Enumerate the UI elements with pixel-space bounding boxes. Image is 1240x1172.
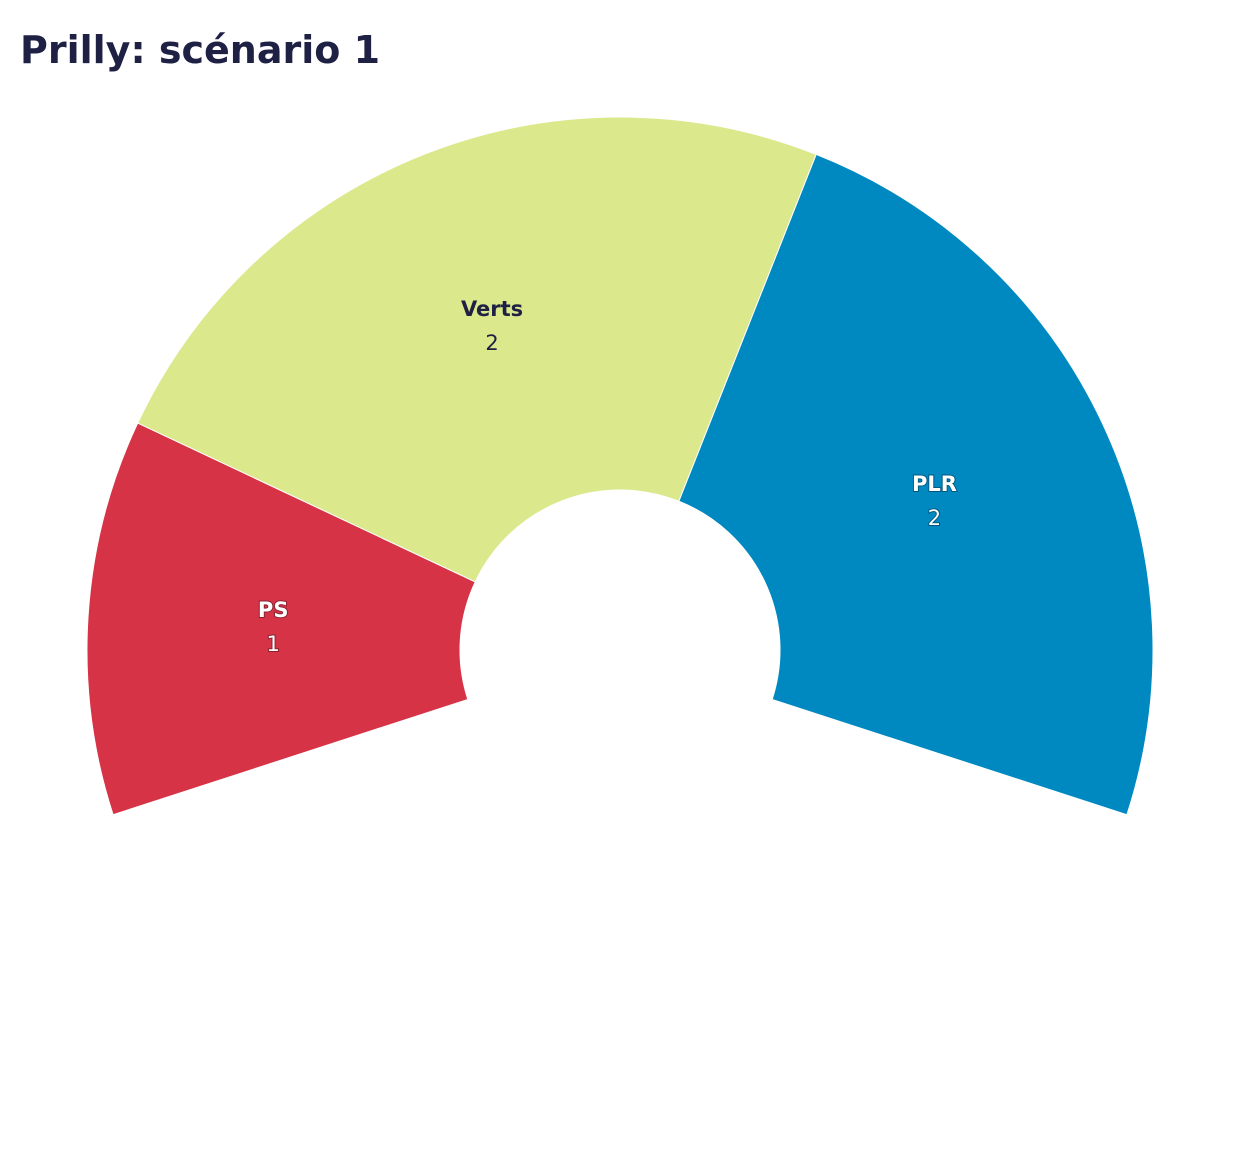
slice — [86, 422, 476, 816]
slice-label: PLR — [912, 472, 957, 496]
value-label: 1 — [266, 632, 279, 656]
slice — [137, 116, 817, 583]
slice-label: PS — [258, 598, 289, 622]
slice — [678, 153, 1154, 816]
value-label: 2 — [928, 506, 941, 530]
slice-label: Verts — [461, 297, 523, 321]
value-label: 2 — [485, 331, 498, 355]
chart-title: Prilly: scénario 1 — [20, 28, 380, 72]
